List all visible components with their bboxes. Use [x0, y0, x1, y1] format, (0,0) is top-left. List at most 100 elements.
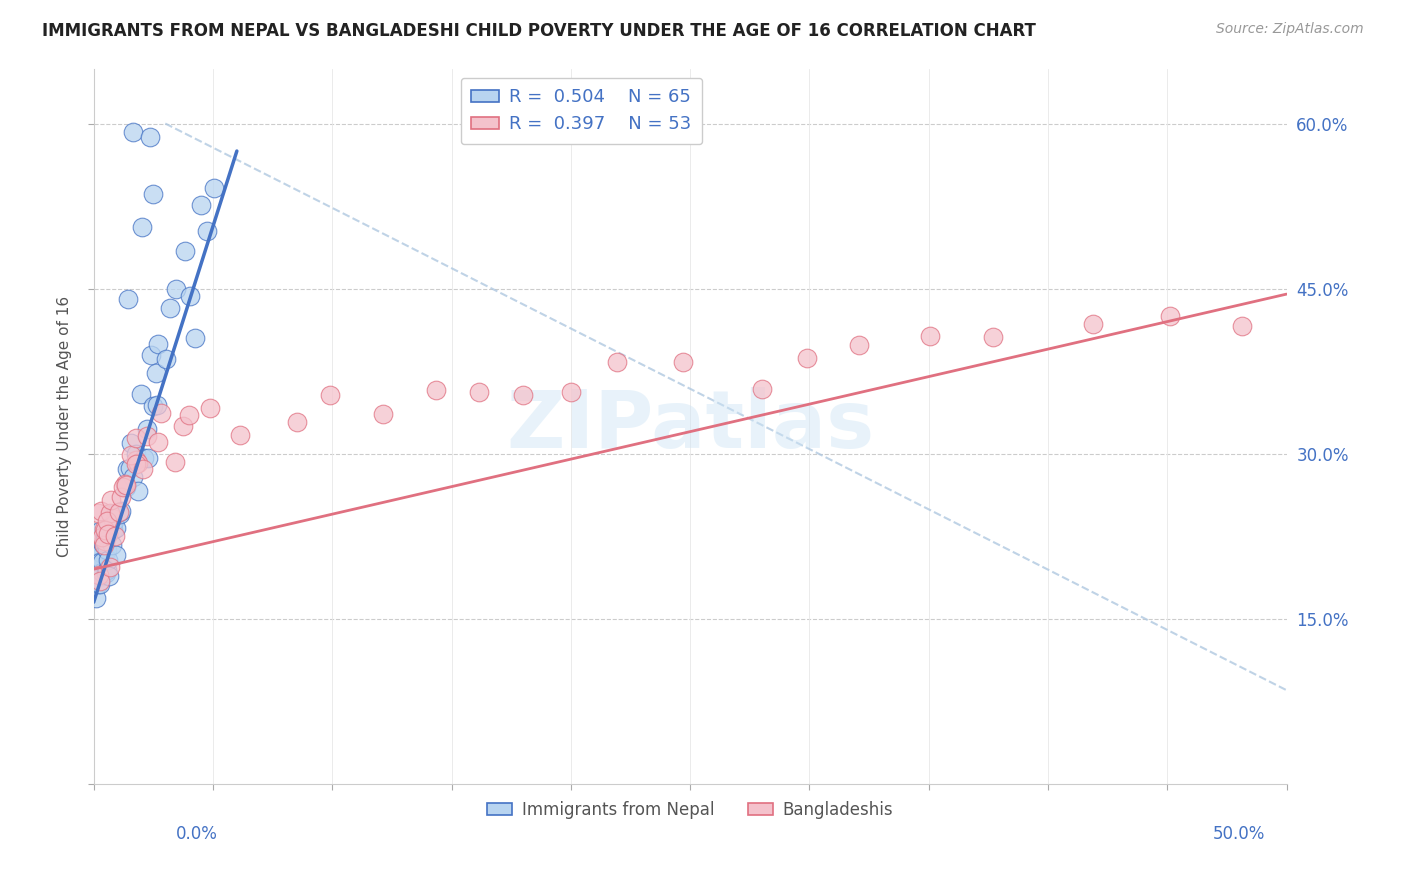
- Point: [425, 384, 447, 398]
- Point: [89, 524, 111, 538]
- Point: [159, 301, 181, 316]
- Point: [91, 569, 114, 583]
- Legend: Immigrants from Nepal, Bangladeshis: Immigrants from Nepal, Bangladeshis: [481, 794, 900, 825]
- Point: [101, 511, 124, 525]
- Point: [125, 453, 148, 467]
- Y-axis label: Child Poverty Under the Age of 16: Child Poverty Under the Age of 16: [58, 295, 72, 557]
- Point: [93, 538, 115, 552]
- Point: [114, 476, 136, 491]
- Point: [100, 493, 122, 508]
- Point: [90, 530, 112, 544]
- Point: [93, 522, 115, 536]
- Point: [120, 435, 142, 450]
- Point: [108, 505, 131, 519]
- Point: [96, 563, 118, 577]
- Point: [135, 429, 157, 443]
- Point: [101, 524, 124, 538]
- Point: [117, 292, 139, 306]
- Point: [165, 455, 187, 469]
- Point: [84, 537, 107, 551]
- Text: IMMIGRANTS FROM NEPAL VS BANGLADESHI CHILD POVERTY UNDER THE AGE OF 16 CORRELATI: IMMIGRANTS FROM NEPAL VS BANGLADESHI CHI…: [42, 22, 1036, 40]
- Point: [139, 348, 162, 362]
- Point: [104, 521, 127, 535]
- Point: [118, 460, 141, 475]
- Point: [148, 434, 170, 449]
- Point: [86, 577, 108, 591]
- Point: [94, 529, 117, 543]
- Point: [98, 569, 121, 583]
- Point: [94, 523, 117, 537]
- Point: [195, 224, 218, 238]
- Point: [96, 521, 118, 535]
- Point: [606, 354, 628, 368]
- Point: [115, 480, 138, 494]
- Point: [89, 568, 111, 582]
- Point: [285, 415, 308, 429]
- Text: 50.0%: 50.0%: [1213, 825, 1265, 843]
- Point: [165, 282, 187, 296]
- Point: [125, 457, 148, 471]
- Point: [96, 514, 118, 528]
- Point: [177, 409, 200, 423]
- Point: [90, 547, 112, 561]
- Point: [179, 289, 201, 303]
- Point: [127, 483, 149, 498]
- Point: [468, 385, 491, 400]
- Point: [91, 537, 114, 551]
- Point: [319, 388, 342, 402]
- Point: [229, 428, 252, 442]
- Point: [108, 507, 131, 521]
- Point: [848, 338, 870, 352]
- Point: [122, 470, 145, 484]
- Point: [155, 351, 177, 366]
- Point: [101, 538, 124, 552]
- Point: [173, 244, 195, 259]
- Point: [920, 329, 942, 343]
- Point: [94, 530, 117, 544]
- Point: [1159, 309, 1181, 323]
- Point: [125, 431, 148, 445]
- Point: [671, 355, 693, 369]
- Point: [89, 555, 111, 569]
- Point: [96, 542, 118, 557]
- Point: [125, 447, 148, 461]
- Point: [117, 462, 139, 476]
- Point: [94, 566, 117, 581]
- Point: [86, 562, 108, 576]
- Point: [560, 384, 582, 399]
- Point: [1232, 319, 1254, 334]
- Point: [120, 449, 142, 463]
- Point: [107, 506, 129, 520]
- Point: [84, 591, 107, 605]
- Point: [112, 480, 135, 494]
- Point: [90, 555, 112, 569]
- Point: [512, 388, 534, 402]
- Point: [184, 330, 207, 344]
- Point: [98, 506, 121, 520]
- Point: [104, 528, 127, 542]
- Point: [91, 565, 114, 579]
- Point: [87, 555, 110, 569]
- Point: [142, 187, 165, 202]
- Point: [129, 386, 152, 401]
- Point: [86, 552, 108, 566]
- Point: [134, 451, 156, 466]
- Point: [131, 462, 153, 476]
- Point: [86, 564, 108, 578]
- Point: [86, 547, 108, 561]
- Text: 0.0%: 0.0%: [176, 825, 218, 843]
- Text: Source: ZipAtlas.com: Source: ZipAtlas.com: [1216, 22, 1364, 37]
- Point: [94, 536, 117, 550]
- Point: [97, 553, 120, 567]
- Point: [86, 559, 108, 574]
- Point: [142, 399, 165, 413]
- Point: [172, 419, 194, 434]
- Point: [198, 401, 221, 415]
- Point: [115, 478, 138, 492]
- Point: [110, 490, 132, 504]
- Point: [751, 383, 773, 397]
- Point: [75, 531, 97, 545]
- Point: [101, 507, 124, 521]
- Point: [110, 503, 132, 517]
- Point: [98, 559, 121, 574]
